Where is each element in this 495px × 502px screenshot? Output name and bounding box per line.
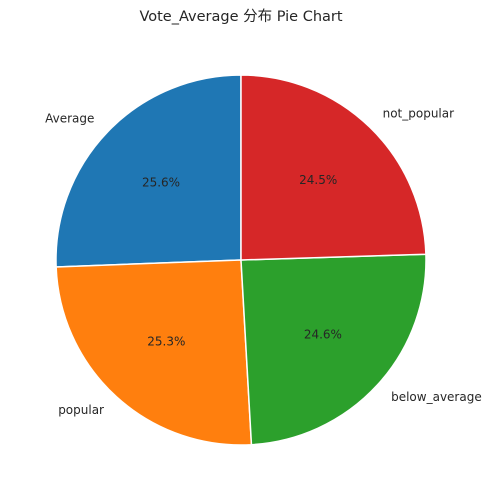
slice-percent-not-popular: 24.5%: [299, 173, 337, 187]
pie-slice-not-popular: [240, 74, 427, 261]
chart-title: Vote_Average 分布 Pie Chart: [139, 8, 342, 25]
pie-slices: [55, 74, 427, 446]
slice-percent-average: 25.6%: [142, 176, 180, 190]
pie-slice-popular: [55, 259, 253, 446]
slice-percent-below-average: 24.6%: [304, 328, 342, 342]
pie-slice-below-average: [240, 253, 427, 446]
slice-label-below-average: below_average: [391, 390, 482, 404]
pie-slice-average: [55, 74, 242, 268]
slice-label-popular: popular: [58, 403, 104, 417]
slice-label-average: Average: [45, 111, 94, 125]
pie-labels: Average 25.6% popular 25.3% below_average 24.…: [45, 106, 482, 417]
slice-label-not-popular: not_popular: [383, 106, 455, 120]
slice-percent-popular: 25.3%: [147, 335, 185, 349]
